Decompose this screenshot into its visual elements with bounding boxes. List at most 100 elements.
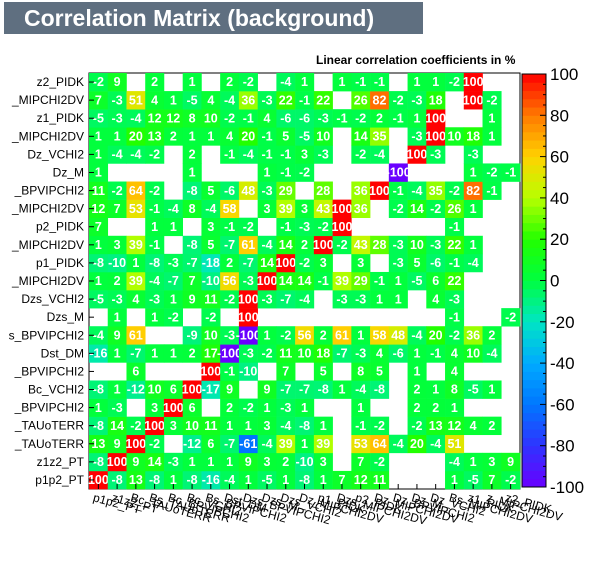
heatmap-cell xyxy=(501,163,521,182)
heatmap-cell xyxy=(407,398,427,417)
cell-value-label: 100 xyxy=(332,220,353,234)
heatmap-cell xyxy=(388,434,408,454)
color-bar-segment xyxy=(522,338,546,348)
heatmap-cell xyxy=(163,398,183,417)
cell-value-label: 53 xyxy=(354,437,368,451)
y-tick-label: Dzs_M xyxy=(47,310,84,324)
heatmap-cell xyxy=(107,452,127,472)
heatmap-cell xyxy=(276,91,296,110)
cell-value-label: 51 xyxy=(447,437,461,451)
color-bar-segment xyxy=(522,230,546,240)
cell-value-label: -100 xyxy=(217,347,242,361)
y-tick-label: Dz_M xyxy=(53,165,84,179)
cell-value-label: 61 xyxy=(335,328,349,342)
cell-value-label: 2 xyxy=(320,328,327,342)
cell-value-label: 2 xyxy=(226,256,233,270)
heatmap-cell xyxy=(295,163,315,182)
cell-value-label: 3 xyxy=(301,202,308,216)
heatmap-cell xyxy=(107,109,127,128)
cell-value-label: 1 xyxy=(95,274,102,288)
heatmap-cell xyxy=(182,145,202,164)
cell-value-label: -1 xyxy=(280,220,291,234)
cell-value-label: 4 xyxy=(264,111,271,125)
cell-value-label: 2 xyxy=(301,238,308,252)
heatmap-cell xyxy=(407,181,427,200)
cell-value-label: 1 xyxy=(170,220,177,234)
cell-value-label: 22 xyxy=(447,274,461,288)
cell-value-label: 1 xyxy=(264,328,271,342)
heatmap-cell xyxy=(445,271,465,291)
heatmap-cell xyxy=(370,145,390,164)
cell-value-label: -2 xyxy=(243,220,254,234)
heatmap-cell xyxy=(332,73,352,92)
cell-value-label: 13 xyxy=(129,473,143,487)
heatmap-cell xyxy=(445,308,465,327)
cell-value-label: -2 xyxy=(280,328,291,342)
cell-value-label: 2 xyxy=(226,401,233,415)
cell-value-label: -8 xyxy=(93,455,104,469)
cell-value-label: -3 xyxy=(112,401,123,415)
heatmap-cell xyxy=(295,326,315,345)
heatmap-cell xyxy=(89,91,109,110)
cell-value-label: 3 xyxy=(488,455,495,469)
cell-value-label: 100 xyxy=(463,93,484,107)
color-bar-segment xyxy=(522,363,546,372)
y-tick-label: _MIPCHI2DV xyxy=(11,274,84,288)
heatmap-cell xyxy=(107,434,127,454)
color-bar-segment xyxy=(522,313,546,323)
cell-value-label: 17 xyxy=(204,347,218,361)
heatmap-cell xyxy=(370,73,390,92)
cell-value-label: -4 xyxy=(411,328,422,342)
cell-value-label: -3 xyxy=(243,347,254,361)
cell-value-label: -1 xyxy=(299,93,310,107)
heatmap-cell xyxy=(163,253,183,273)
heatmap-cell xyxy=(463,344,483,363)
color-bar-segment xyxy=(522,470,546,480)
cell-value-label: -4 xyxy=(393,437,404,451)
heatmap-cell xyxy=(257,109,277,128)
heatmap-cell xyxy=(201,253,221,273)
cell-value-label: -8 xyxy=(112,473,123,487)
heatmap-cell xyxy=(89,199,109,218)
heatmap-cell xyxy=(407,199,427,218)
heatmap-cell xyxy=(201,91,221,110)
heatmap-cell xyxy=(445,452,465,472)
heatmap-cell xyxy=(238,127,258,146)
heatmap-cell xyxy=(351,380,371,399)
cell-value-label: 1 xyxy=(170,292,177,306)
cell-value-label: 9 xyxy=(507,455,514,469)
heatmap-cell xyxy=(220,217,240,237)
cell-value-label: 1 xyxy=(451,401,458,415)
heatmap-cell xyxy=(482,109,502,128)
cell-value-label: -5 xyxy=(411,274,422,288)
heatmap-cell xyxy=(89,109,109,128)
cell-value-label: 7 xyxy=(95,220,102,234)
heatmap-cell xyxy=(89,290,109,309)
cell-value-label: 100 xyxy=(182,383,203,397)
heatmap-cell xyxy=(313,253,333,273)
cell-value-label: 7 xyxy=(488,473,495,487)
cell-value-label: -1 xyxy=(449,220,460,234)
heatmap-cell xyxy=(445,127,465,146)
cell-value-label: 1 xyxy=(357,328,364,342)
heatmap-cell xyxy=(145,91,165,110)
cell-value-label: -2 xyxy=(243,75,254,89)
heatmap-cell xyxy=(89,416,109,436)
heatmap-cell xyxy=(482,181,502,200)
color-bar-segment xyxy=(522,181,546,191)
cell-value-label: 2 xyxy=(189,148,196,162)
heatmap-cell xyxy=(163,452,183,472)
y-tick-label: _MIPCHI2DV xyxy=(11,93,84,107)
heatmap-cell xyxy=(388,344,408,363)
cell-value-label: -7 xyxy=(224,238,235,252)
color-bar-segment xyxy=(522,247,546,257)
heatmap-cell xyxy=(220,398,240,417)
heatmap-cell xyxy=(238,416,258,436)
cell-value-label: 2 xyxy=(413,383,420,397)
color-bar-tick-label: -100 xyxy=(550,478,584,497)
color-bar-segment xyxy=(522,288,546,298)
cell-value-label: 51 xyxy=(129,93,143,107)
cell-value-label: 61 xyxy=(129,328,143,342)
cell-value-label: 11 xyxy=(204,419,217,433)
cell-value-label: -1 xyxy=(224,220,235,234)
